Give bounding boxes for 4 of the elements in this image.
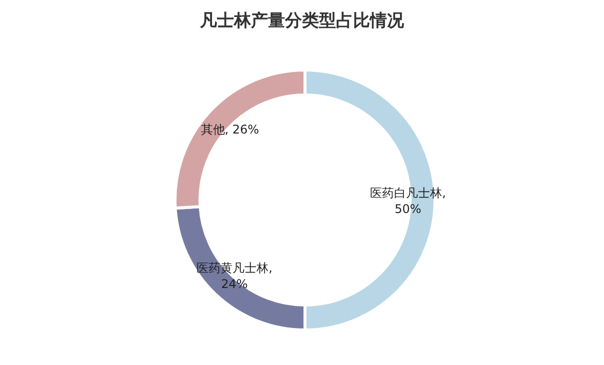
chart-title: 凡士林产量分类型占比情况	[199, 11, 405, 31]
data-label: , 26%	[224, 122, 260, 136]
slice-label: 其他	[200, 122, 225, 136]
slice-label: 医药白凡士林	[370, 186, 442, 200]
